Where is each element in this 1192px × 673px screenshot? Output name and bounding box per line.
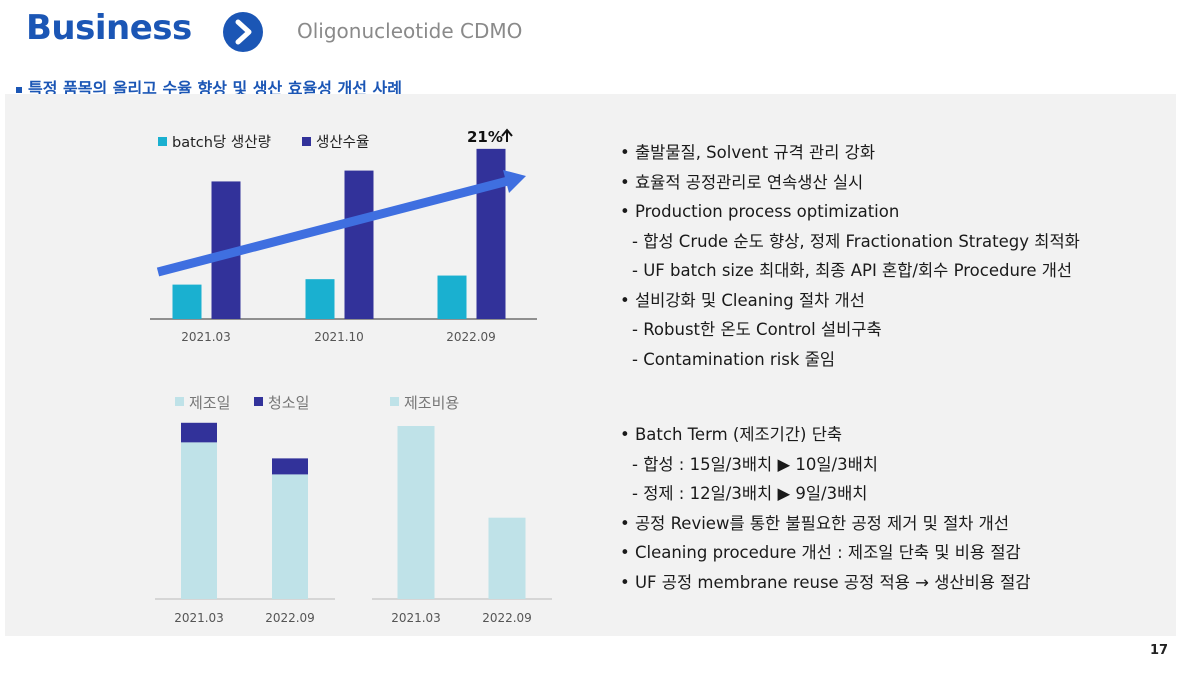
x-tick-label: 2022.09 xyxy=(446,330,496,344)
bullet-item: • Batch Term (제조기간) 단축 xyxy=(620,425,843,444)
bullet-item: • Production process optimization xyxy=(620,202,900,221)
bullet-item: • 출발물질, Solvent 규격 관리 강화 xyxy=(620,143,875,162)
legend-label: 생산수율 xyxy=(316,134,369,151)
header-title: Business xyxy=(26,8,192,48)
bar xyxy=(437,275,467,319)
bullet-item: - 정제 : 12일/3배치 ▶ 9일/3배치 xyxy=(632,484,868,503)
chevron-right-icon xyxy=(223,12,263,52)
legend-swatch xyxy=(254,397,263,406)
legend-swatch xyxy=(390,397,399,406)
bar xyxy=(272,474,308,599)
bullet-item: - 합성 : 15일/3배치 ▶ 10일/3배치 xyxy=(632,454,878,474)
legend-swatch xyxy=(158,137,167,146)
bar xyxy=(181,422,217,443)
bullet-item: - Contamination risk 줄임 xyxy=(632,349,836,369)
x-tick-label: 2021.03 xyxy=(391,611,441,625)
trend-arrowhead-icon xyxy=(503,170,526,193)
up-arrow-icon xyxy=(501,128,513,142)
section-title-text: 특정 품목의 올리고 수율 향상 및 생산 효율성 개선 사례 xyxy=(28,79,402,98)
bullet-item: - Robust한 온도 Control 설비구축 xyxy=(632,320,882,339)
bullet-item: - UF batch size 최대화, 최종 API 혼합/회수 Proced… xyxy=(632,261,1073,280)
bullet-item: • 효율적 공정관리로 연속생산 실시 xyxy=(620,172,864,192)
bullet-list-top: • 출발물질, Solvent 규격 관리 강화 • 효율적 공정관리로 연속생산… xyxy=(620,138,1176,374)
bullet-list-bottom: • Batch Term (제조기간) 단축 - 합성 : 15일/3배치 ▶ 1… xyxy=(620,420,1176,597)
bar xyxy=(272,458,308,475)
x-tick-label: 2021.03 xyxy=(174,611,224,625)
bullet-item: • Cleaning procedure 개선 : 제조일 단축 및 비용 절감 xyxy=(620,543,1021,562)
bar xyxy=(488,517,526,599)
legend-label: 제조비용 xyxy=(404,394,459,412)
bar xyxy=(305,279,335,319)
section-title: 특정 품목의 올리고 수율 향상 및 생산 효율성 개선 사례 xyxy=(16,75,402,99)
legend-label: 제조일 xyxy=(189,394,230,412)
bullet-item: • 설비강화 및 Cleaning 절차 개선 xyxy=(620,290,865,310)
bar xyxy=(476,148,506,319)
bullet-item: • 공정 Review를 통한 불필요한 공정 제거 및 절차 개선 xyxy=(620,513,1010,533)
annotation-label: 21% xyxy=(467,128,503,146)
bar xyxy=(397,426,435,599)
bullet-item: - 합성 Crude 순도 향상, 정제 Fractionation Strat… xyxy=(632,231,1080,251)
x-tick-label: 2021.10 xyxy=(314,330,364,344)
x-tick-label: 2021.03 xyxy=(181,330,231,344)
x-tick-label: 2022.09 xyxy=(265,611,315,625)
trend-arrow-line xyxy=(156,176,510,277)
x-tick-label: 2022.09 xyxy=(482,611,532,625)
legend-label: batch당 생산량 xyxy=(172,134,271,151)
bar xyxy=(172,284,202,319)
legend-swatch xyxy=(302,137,311,146)
legend-label: 청소일 xyxy=(268,394,309,412)
page-number: 17 xyxy=(1150,643,1169,658)
legend-swatch xyxy=(175,397,184,406)
bullet-item: • UF 공정 membrane reuse 공정 적용 → 생산비용 절감 xyxy=(620,572,1031,592)
square-bullet-icon xyxy=(16,86,22,93)
bar xyxy=(181,442,217,599)
header-subtitle: Oligonucleotide CDMO xyxy=(297,19,523,43)
bar xyxy=(344,170,374,319)
